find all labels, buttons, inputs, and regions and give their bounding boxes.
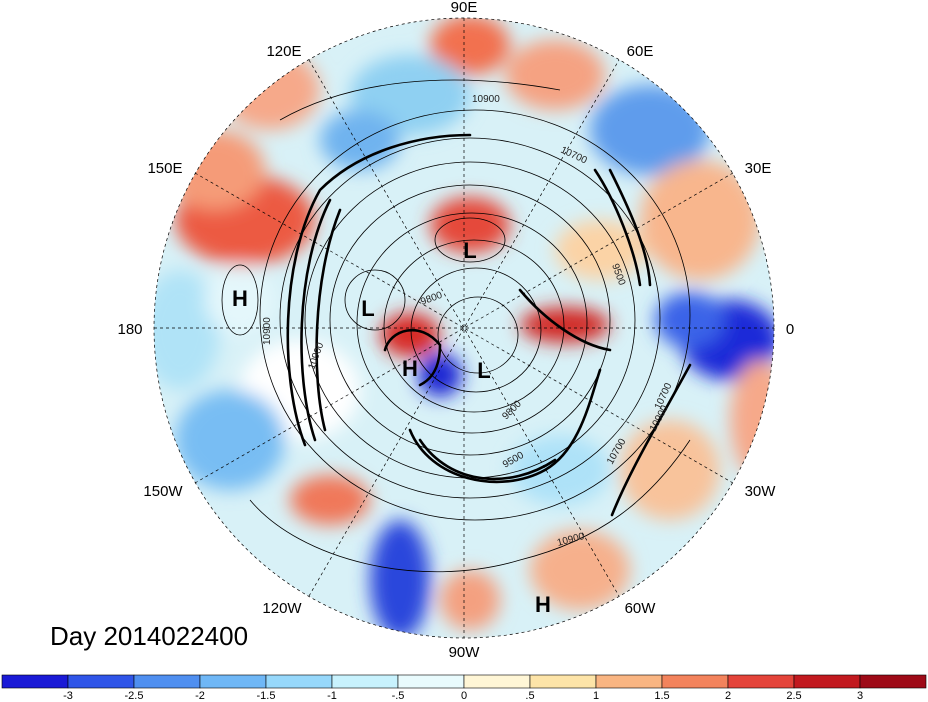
colorbar-tick-label: .5 <box>525 690 534 702</box>
colorbar-tick-label: -1 <box>327 690 337 702</box>
low-center-canada: L <box>477 358 490 383</box>
colorbar-tick-label: -1.5 <box>257 690 276 702</box>
height-contours <box>221 79 691 573</box>
colorbar-swatch <box>859 674 927 689</box>
lon-label-60e: 60E <box>627 43 654 60</box>
colorbar-swatch <box>67 674 135 689</box>
anomaly-field <box>154 18 774 638</box>
colorbar-swatch <box>529 674 597 689</box>
colorbar-tick-label: 2.5 <box>786 690 801 702</box>
lon-label-30e: 30E <box>745 160 772 177</box>
longitude-labels: 90E 120E 60E 150E 30E 180 0 150W 30W 120… <box>117 0 794 661</box>
lon-label-120e: 120E <box>266 43 301 60</box>
colorbar-swatch <box>265 674 333 689</box>
lon-label-120w: 120W <box>262 600 302 617</box>
colorbar-swatch <box>793 674 861 689</box>
colorbar-swatch <box>133 674 201 689</box>
colorbar-tick-label: 1.5 <box>654 690 669 702</box>
date-label: Day 2014022400 <box>50 621 248 651</box>
lon-label-60w: 60W <box>625 600 657 617</box>
colorbar: -3 -2.5 -2 -1.5 -1 -.5 0 .5 1 1.5 2 2.5 3 <box>1 674 927 702</box>
pressure-centers: H L L H L H <box>232 238 551 617</box>
colorbar-tick-label: 2 <box>725 690 731 702</box>
lon-label-90w: 90W <box>449 644 481 661</box>
jet-streaks <box>286 133 692 517</box>
colorbar-swatch <box>397 674 465 689</box>
lon-label-90e: 90E <box>451 0 478 16</box>
colorbar-tick-label: -3 <box>63 690 73 702</box>
colorbar-tick-label: 0 <box>461 690 467 702</box>
high-center-east-pacific: H <box>232 286 248 311</box>
contour-label: 10900 <box>472 94 500 105</box>
high-center-subtropical-atlantic: H <box>535 592 551 617</box>
colorbar-swatch <box>661 674 729 689</box>
colorbar-swatch <box>727 674 795 689</box>
low-center-arctic-pacific-side: L <box>361 296 374 321</box>
low-center-north-siberia: L <box>463 238 476 263</box>
colorbar-swatch <box>595 674 663 689</box>
colorbar-swatch <box>1 674 69 689</box>
colorbar-swatch <box>199 674 267 689</box>
colorbar-tick-label: -.5 <box>392 690 405 702</box>
lon-label-150w: 150W <box>143 483 183 500</box>
colorbar-tick-label: 1 <box>593 690 599 702</box>
colorbar-swatch <box>463 674 531 689</box>
high-center-canada: H <box>402 356 418 381</box>
contour-label: 10900 <box>262 317 273 345</box>
lon-label-150e: 150E <box>147 160 182 177</box>
graticule <box>153 17 775 639</box>
lon-label-180: 180 <box>117 321 142 338</box>
colorbar-tick-label: 3 <box>857 690 863 702</box>
lon-label-30w: 30W <box>745 483 777 500</box>
lon-label-0: 0 <box>786 321 794 338</box>
colorbar-swatch <box>331 674 399 689</box>
colorbar-tick-label: -2.5 <box>125 690 144 702</box>
colorbar-tick-label: -2 <box>195 690 205 702</box>
